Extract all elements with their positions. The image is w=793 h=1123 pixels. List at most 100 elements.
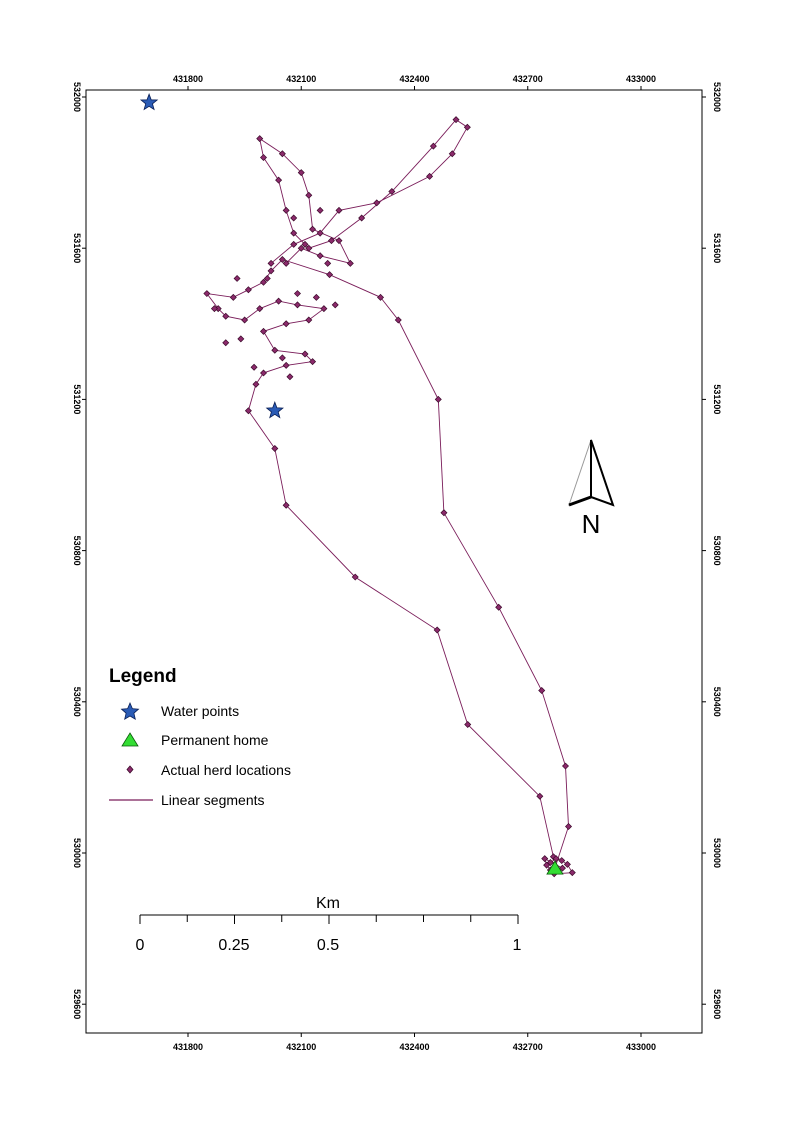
herd-location-point <box>558 857 566 865</box>
map-frame <box>85 89 703 1034</box>
herd-location-point <box>267 259 275 267</box>
right-tick-label: 530000 <box>712 838 722 868</box>
legend-label-herd-locations: Actual herd locations <box>161 762 291 778</box>
herd-location-point <box>558 864 566 872</box>
herd-location-point <box>275 176 283 184</box>
herd-location-point <box>210 305 218 313</box>
permanent-home-triangle-icon <box>546 860 564 875</box>
herd-location-point <box>301 350 309 358</box>
herd-location-point <box>290 229 298 237</box>
north-arrow: N <box>568 439 615 539</box>
herd-location-point <box>252 380 260 388</box>
herd-location-point <box>426 172 434 180</box>
herd-location-point <box>260 369 267 377</box>
bottom-tick-label: 432700 <box>513 1042 543 1052</box>
herd-location-point <box>271 346 279 354</box>
herd-location-point <box>312 293 320 301</box>
north-arrow-right-half <box>590 439 615 507</box>
top-tick-label: 431800 <box>173 74 203 84</box>
herd-location-point <box>305 191 313 199</box>
herd-location-point <box>286 373 294 381</box>
scale-label-0-25: 0.25 <box>218 937 249 954</box>
scale-label-0-5: 0.5 <box>317 937 339 954</box>
scale-bar: Km 0 0.25 0.5 1 <box>136 895 522 954</box>
herd-location-point <box>358 214 366 222</box>
linear-segment-track-1 <box>205 258 569 869</box>
herd-location-point <box>282 259 290 267</box>
herd-location-point <box>463 123 471 131</box>
herd-location-point <box>464 720 472 728</box>
herd-location-point <box>222 312 230 320</box>
herd-location-point <box>256 135 264 143</box>
herd-location-point <box>229 293 237 301</box>
herd-location-point <box>278 256 286 264</box>
herd-location-point <box>282 206 290 214</box>
north-arrow-left-half <box>568 439 592 506</box>
left-tick-label: 530800 <box>72 536 82 566</box>
scale-bar-ticks <box>139 915 519 924</box>
herd-location-point <box>565 823 573 831</box>
herd-location-point <box>297 244 305 252</box>
herd-location-point <box>335 237 343 245</box>
scale-label-1: 1 <box>513 937 522 954</box>
left-axis-ticks: 532000 531600 531200 530800 530400 530000 5296… <box>72 82 86 1019</box>
herd-location-point <box>250 363 258 371</box>
top-tick-label: 432100 <box>286 74 316 84</box>
herd-location-point <box>263 274 271 282</box>
herd-location-point <box>562 762 569 770</box>
herd-location-point <box>316 252 324 260</box>
herd-location-point <box>293 301 301 309</box>
water-point-star-icon <box>139 93 159 111</box>
herd-location-point <box>244 407 252 415</box>
herd-location-point <box>203 290 211 298</box>
herd-locations-layer <box>203 116 576 878</box>
herd-location-point <box>440 509 448 517</box>
herd-location-point <box>377 293 385 301</box>
north-label: N <box>582 509 601 539</box>
left-tick-label: 532000 <box>72 82 82 112</box>
herd-location-point <box>260 278 267 286</box>
herd-location-point <box>346 259 354 267</box>
herd-location-point <box>275 297 283 305</box>
water-point-star-icon <box>265 401 284 419</box>
herd-location-point <box>309 358 317 366</box>
bottom-tick-label: 431800 <box>173 1042 203 1052</box>
scale-bar-unit: Km <box>316 895 340 912</box>
legend: Legend Water points Permanent home Actua… <box>109 666 291 808</box>
herd-location-point <box>309 225 317 233</box>
herd-location-point <box>260 327 267 335</box>
permanent-home-layer <box>546 860 564 875</box>
herd-location-point <box>222 339 230 347</box>
herd-location-point <box>320 305 328 313</box>
bottom-tick-label: 433000 <box>626 1042 656 1052</box>
scale-label-0: 0 <box>136 937 145 954</box>
left-tick-label: 531600 <box>72 233 82 263</box>
legend-water-point-star-icon <box>120 701 140 721</box>
herd-location-point <box>388 188 396 195</box>
herd-location-point <box>237 335 245 343</box>
herd-location-point <box>244 286 252 294</box>
herd-location-point <box>543 861 551 869</box>
herd-location-point <box>324 259 332 267</box>
herd-location-point <box>297 169 305 177</box>
right-tick-label: 531200 <box>712 384 722 414</box>
top-tick-label: 432700 <box>513 74 543 84</box>
herd-location-point <box>282 361 290 369</box>
legend-permanent-home-triangle-icon <box>121 732 139 747</box>
herd-location-point <box>335 206 343 214</box>
herd-location-point <box>305 316 313 324</box>
herd-location-point <box>301 240 309 248</box>
legend-label-permanent-home: Permanent home <box>161 732 269 748</box>
top-tick-label: 433000 <box>626 74 656 84</box>
herd-location-point <box>290 240 298 248</box>
legend-label-water-points: Water points <box>161 703 239 719</box>
herd-location-point <box>290 214 298 222</box>
herd-location-point <box>326 271 334 279</box>
legend-label-linear-segments: Linear segments <box>161 792 265 808</box>
herd-location-point <box>316 229 324 237</box>
herd-location-point <box>331 301 339 309</box>
herd-location-point <box>541 855 549 863</box>
bottom-tick-label: 432100 <box>286 1042 316 1052</box>
herd-location-point <box>278 354 286 362</box>
bottom-axis-ticks: 431800 432100 432400 432700 433000 <box>173 1033 656 1052</box>
